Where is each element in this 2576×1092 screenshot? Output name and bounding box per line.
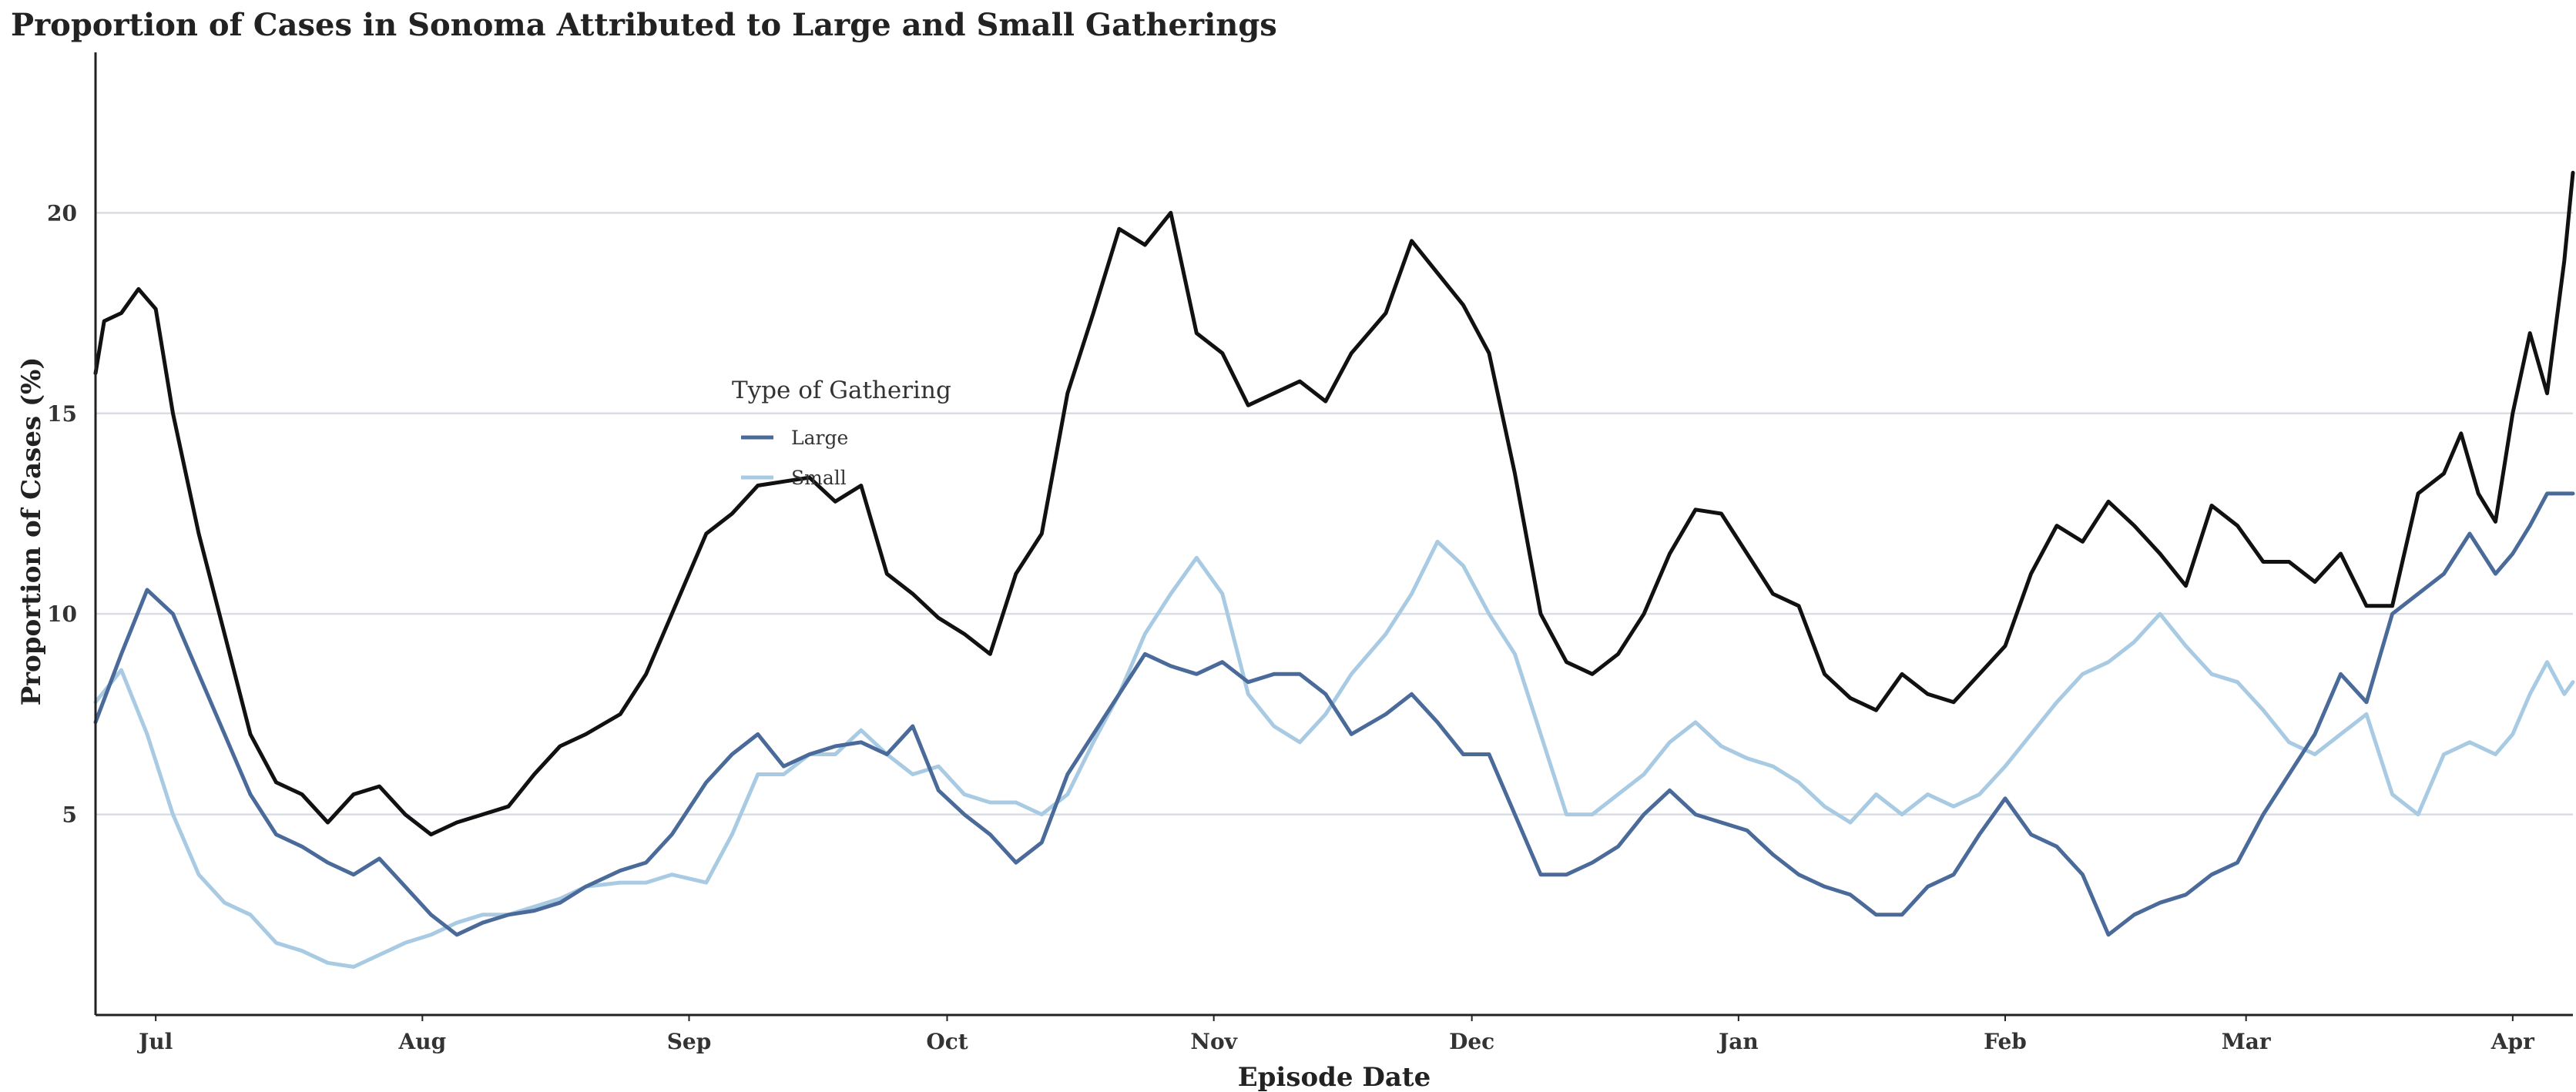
series-line-large [93, 491, 2575, 937]
legend-label-small: Small [791, 467, 847, 489]
x-tick-label: Feb [1984, 1029, 2027, 1054]
y-tick-label: 20 [47, 200, 77, 226]
series-line-total [93, 170, 2575, 837]
gridlines [96, 212, 2573, 816]
x-tick-label: Jan [1716, 1029, 1759, 1054]
x-tick-label: Nov [1190, 1029, 1237, 1054]
x-tick-label: Dec [1449, 1029, 1494, 1054]
x-tick-label: Jul [136, 1029, 173, 1054]
series-line-small [93, 539, 2575, 969]
y-tick-label: 15 [47, 401, 77, 427]
series-lines [93, 170, 2575, 969]
x-tick-label: Mar [2222, 1029, 2272, 1054]
x-axis-title: Episode Date [1238, 1062, 1431, 1092]
x-tick-label: Oct [926, 1029, 968, 1054]
y-tick-label: 10 [47, 601, 77, 627]
y-axis-title: Proportion of Cases (%) [16, 357, 47, 706]
y-axis-ticks: 5 10 15 20 [47, 200, 77, 827]
legend-label-large: Large [791, 427, 848, 449]
chart-title: Proportion of Cases in Sonoma Attributed… [11, 7, 1277, 43]
x-tick-label: Apr [2490, 1029, 2535, 1054]
x-tick-label: Sep [667, 1029, 712, 1054]
legend-title: Type of Gathering [732, 377, 951, 404]
x-axis-ticks: Jul Aug Sep Oct Nov Dec Jan Feb Mar Apr [136, 1015, 2535, 1054]
legend: Type of Gathering Large Small [732, 377, 951, 489]
y-tick-label: 5 [62, 802, 77, 828]
x-tick-label: Aug [397, 1029, 446, 1054]
